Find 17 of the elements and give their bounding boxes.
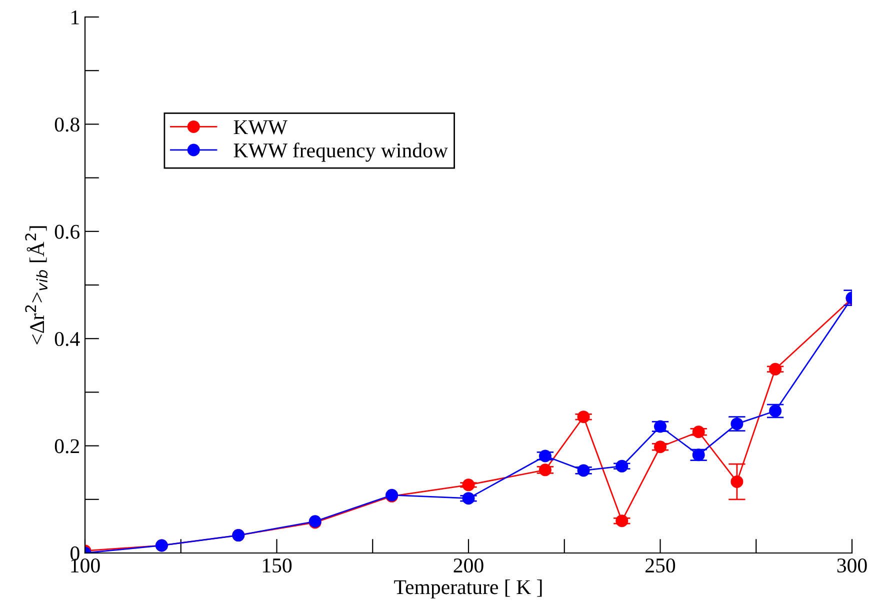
x-tick-label: 100 [71,558,100,573]
x-tick-label: 300 [837,558,867,573]
x-axis-title: Temperature [ K ] [394,580,542,598]
y-tick-label: 0.8 [54,118,80,132]
y-tick-label: 1 [72,10,79,24]
y-tick-label: 0.6 [54,224,80,239]
y-axis-title: <Δr$^{2}$>$_{vib}$ [Å$^{2}$] [25,226,48,344]
y-tick-label: 0.2 [54,439,79,454]
x-tick-label: 250 [646,558,676,573]
legend-label: KWW frequency window [234,142,448,162]
legend-label: KWW [234,120,288,134]
y-tick-label: 0.4 [54,332,80,346]
point [730,418,744,430]
point [730,475,744,488]
x-tick-label: 150 [262,558,292,573]
x-tick-label: 200 [454,558,484,573]
y-tick-label: 0 [70,546,80,560]
